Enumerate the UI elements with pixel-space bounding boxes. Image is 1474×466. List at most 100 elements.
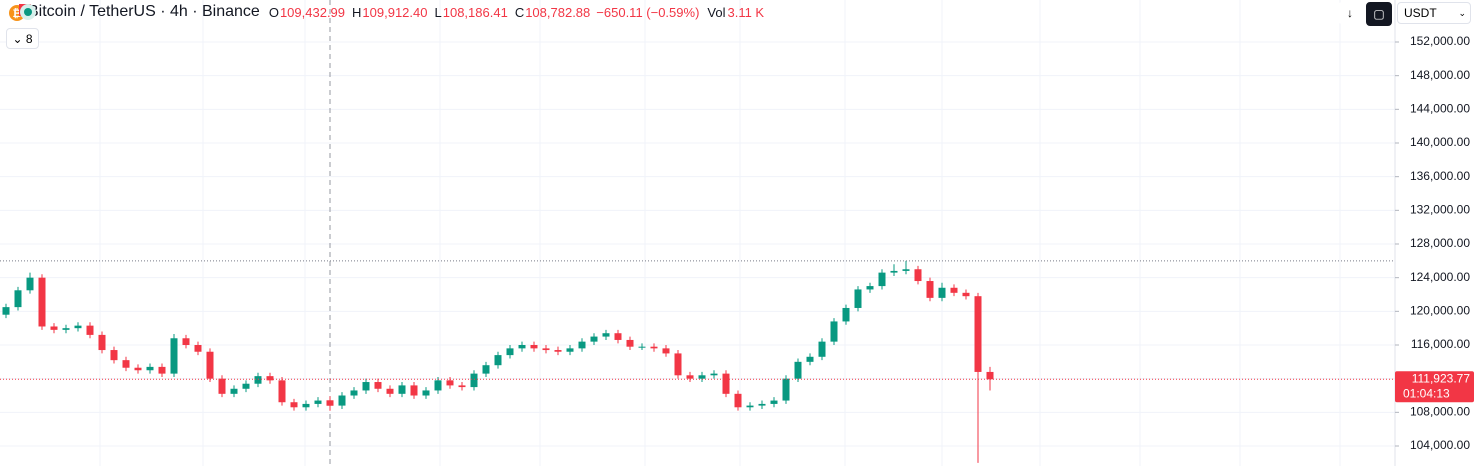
candle-body	[230, 388, 238, 394]
candle-body	[302, 403, 310, 408]
candle-body	[602, 333, 610, 337]
candle-body	[2, 307, 10, 315]
candle-body	[362, 382, 370, 391]
countdown: 01:04:13	[1403, 386, 1450, 400]
time-grid	[99, 0, 1341, 466]
candle-body	[398, 385, 406, 394]
candle-body	[14, 290, 22, 308]
candle-body	[350, 390, 358, 396]
candle-body	[266, 376, 274, 381]
y-tick-label: 104,000.00	[1410, 438, 1470, 452]
candle-body	[554, 350, 562, 352]
candle-body	[482, 365, 490, 374]
y-tick-label: 116,000.00	[1411, 337, 1470, 351]
candle-body	[74, 325, 82, 329]
auto-button[interactable]: ▢	[1366, 2, 1392, 26]
candle-body	[98, 334, 106, 351]
candle-body	[710, 373, 718, 376]
candle-body	[314, 400, 322, 404]
candle-body	[782, 378, 790, 401]
candle-body	[902, 269, 910, 271]
ohlc-label: L	[434, 4, 442, 20]
candle-body	[746, 405, 754, 408]
candle-body	[26, 277, 34, 291]
candle-body	[182, 338, 190, 346]
candle-body	[914, 269, 922, 282]
y-tick-label: 120,000.00	[1410, 304, 1470, 318]
y-tick-label: 124,000.00	[1410, 270, 1470, 284]
candle-body	[110, 350, 118, 361]
candle-body	[518, 345, 526, 349]
candle-body	[542, 348, 550, 351]
candle-body	[830, 321, 838, 342]
candle-body	[734, 393, 742, 408]
y-tick-label: 144,000.00	[1410, 102, 1470, 116]
currency-select[interactable]: USDT ⌄	[1397, 2, 1471, 24]
legend-header: ₿ Bitcoin / TetherUS · 4h · Binance O 109…	[6, 3, 764, 21]
candle-body	[530, 345, 538, 349]
candle-body	[146, 366, 154, 371]
indicators-toggle[interactable]: ⌄ 8	[6, 28, 39, 49]
candle-body	[410, 385, 418, 396]
candle-body	[866, 286, 874, 290]
candle-body	[194, 345, 202, 352]
candle-body	[578, 341, 586, 349]
candle-body	[494, 355, 502, 366]
y-tick-label: 136,000.00	[1410, 169, 1470, 183]
price-axis: 104,000.00108,000.00112,000.00116,000.00…	[1395, 34, 1474, 452]
candle-body	[158, 366, 166, 374]
candle-body	[770, 400, 778, 404]
candle-body	[434, 380, 442, 391]
candle-body	[722, 373, 730, 394]
change: −650.11 (−0.59%)	[596, 4, 700, 20]
symbol-title[interactable]: Bitcoin / TetherUS · 4h · Binance	[28, 3, 260, 20]
ohlc-value: 108,186.41	[442, 4, 508, 20]
candles	[0, 260, 1395, 463]
ohlc-value: 109,432.99	[279, 4, 346, 20]
candle-body	[650, 346, 658, 349]
candle-body	[626, 339, 634, 347]
candle-body	[218, 378, 226, 394]
grid	[0, 41, 1395, 447]
ohlc-value: 108,782.88	[525, 4, 591, 20]
candle-body	[662, 348, 670, 354]
volume-label: Vol	[707, 4, 726, 20]
status-dot	[20, 4, 36, 20]
candle-body	[254, 376, 262, 384]
candle-body	[50, 326, 58, 330]
candle-body	[422, 390, 430, 396]
candle-body	[386, 388, 394, 394]
candle-body	[278, 380, 286, 403]
candle-body	[290, 402, 298, 408]
candle-body	[206, 351, 214, 379]
candle-body	[506, 348, 514, 356]
ohlc-label: H	[352, 4, 362, 20]
candle-body	[950, 287, 958, 293]
candle-body	[134, 367, 142, 371]
y-tick-label: 108,000.00	[1410, 405, 1470, 419]
scroll-button[interactable]: ↓	[1338, 2, 1362, 24]
candle-body	[794, 361, 802, 379]
volume-value: 3.11 K	[727, 4, 765, 20]
candle-body	[470, 373, 478, 388]
candle-body	[818, 341, 826, 357]
last-price-label: 111,923.77	[1412, 371, 1471, 385]
candle-body	[938, 287, 946, 298]
last-price-tag	[1395, 371, 1474, 403]
candle-body	[170, 338, 178, 374]
candle-body	[326, 400, 334, 406]
y-tick-label: 152,000.00	[1410, 34, 1470, 48]
candle-body	[686, 375, 694, 379]
candle-body	[38, 277, 46, 327]
ohlc-label: C	[514, 4, 525, 20]
candle-body	[638, 346, 646, 348]
candle-body	[974, 296, 982, 372]
y-tick-label: 140,000.00	[1410, 135, 1470, 149]
candle-body	[806, 356, 814, 362]
candle-body	[122, 360, 130, 368]
candle-body	[890, 270, 898, 273]
candle-body	[674, 353, 682, 376]
ohlc-label: O	[268, 4, 279, 20]
